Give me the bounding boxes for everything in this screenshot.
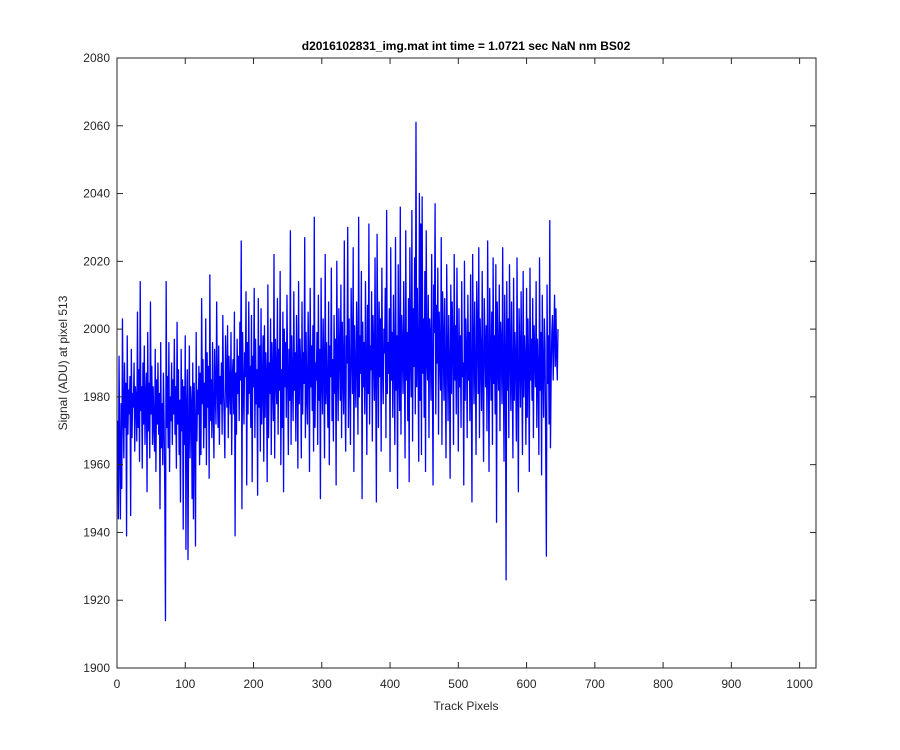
x-axis: 0 100 200 300 400 500 600 700 800 900 1000 xyxy=(114,58,813,691)
y-tick-label: 2080 xyxy=(83,51,110,65)
y-axis: 1900 1920 1940 1960 1980 2000 2020 2040 2060 2080 xyxy=(83,51,816,675)
y-tick-label: 1940 xyxy=(83,525,110,539)
x-tick-label: 0 xyxy=(114,677,121,691)
x-tick-label: 100 xyxy=(175,677,195,691)
x-tick-label: 400 xyxy=(380,677,400,691)
series-group xyxy=(117,121,559,622)
x-tick-label: 200 xyxy=(244,677,264,691)
y-tick-label: 2000 xyxy=(83,322,110,336)
y-tick-label: 1900 xyxy=(83,661,110,675)
y-axis-label: Signal (ADU) at pixel 513 xyxy=(56,295,70,430)
x-tick-label: 900 xyxy=(721,677,741,691)
x-tick-label: 500 xyxy=(448,677,468,691)
y-tick-label: 2060 xyxy=(83,119,110,133)
x-axis-label: Track Pixels xyxy=(434,699,499,713)
plot-frame xyxy=(116,57,817,669)
y-tick-label: 1960 xyxy=(83,458,110,472)
chart-title: d2016102831_img.mat int time = 1.0721 se… xyxy=(302,39,631,53)
x-tick-label: 700 xyxy=(585,677,605,691)
y-tick-label: 1920 xyxy=(83,593,110,607)
x-tick-label: 800 xyxy=(653,677,673,691)
series-line-0 xyxy=(117,121,559,622)
y-tick-label: 2020 xyxy=(83,254,110,268)
y-tick-label: 1980 xyxy=(83,390,110,404)
x-tick-label: 300 xyxy=(312,677,332,691)
y-tick-label: 2040 xyxy=(83,187,110,201)
x-tick-label: 600 xyxy=(517,677,537,691)
x-tick-label: 1000 xyxy=(786,677,813,691)
